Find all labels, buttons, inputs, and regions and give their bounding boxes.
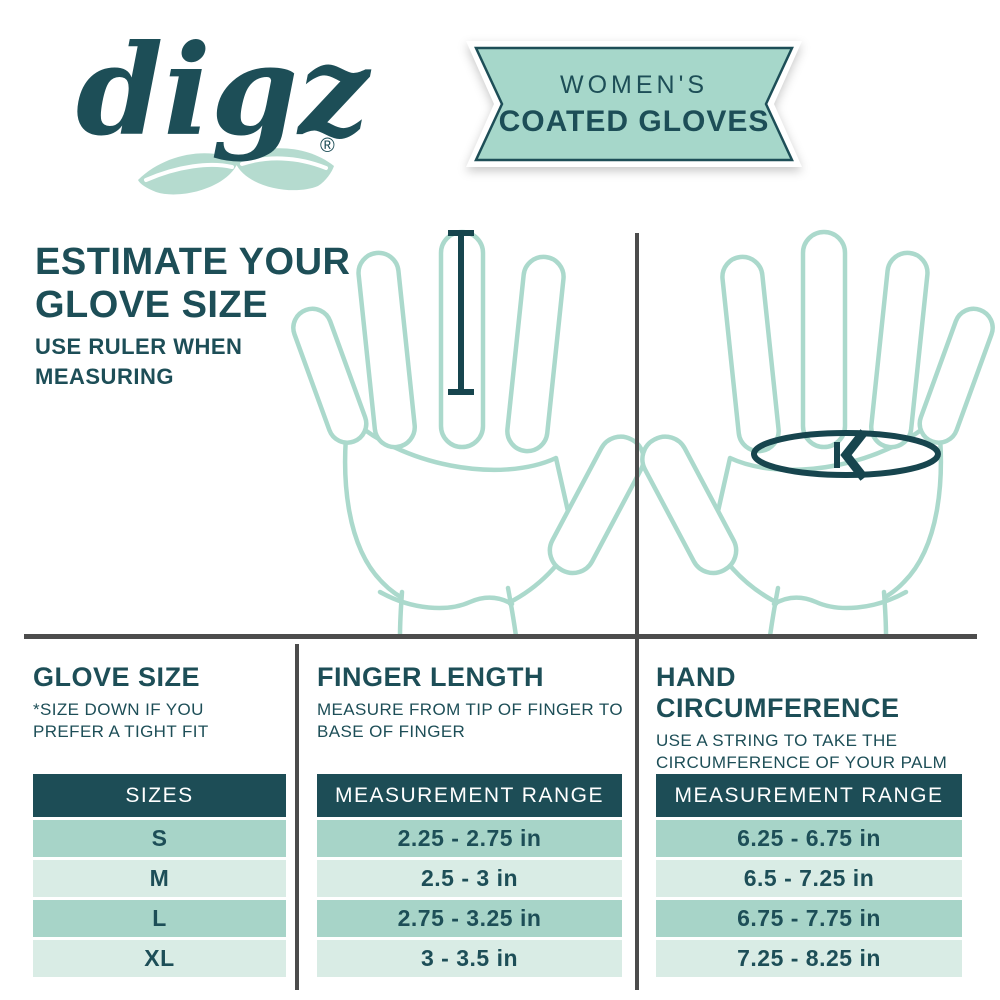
finger-length-table: MEASUREMENT RANGE 2.25 - 2.75 in 2.5 - 3… <box>317 774 622 977</box>
banner-subtitle: WOMEN'S <box>559 71 709 99</box>
sizes-table-header: SIZES <box>33 774 286 817</box>
table-row: 2.5 - 3 in <box>317 860 622 897</box>
section-subtitle: USE RULER WHEN MEASURING <box>35 332 242 391</box>
table-row: S <box>33 820 286 857</box>
column-glove-size: GLOVE SIZE *SIZE DOWN IF YOU PREFER A TI… <box>33 662 291 744</box>
finger-measure-icon <box>448 230 474 395</box>
column-hand-circumference: HAND CIRCUMFERENCE USE A STRING TO TAKE … <box>656 662 972 775</box>
sizes-table: SIZES S M L XL <box>33 774 286 977</box>
left-vertical-divider <box>295 644 299 990</box>
digz-logo: digz ® <box>76 18 372 195</box>
table-row: XL <box>33 940 286 977</box>
finger-length-table-header: MEASUREMENT RANGE <box>317 774 622 817</box>
section-title: ESTIMATE YOUR GLOVE SIZE <box>35 241 350 327</box>
glove-size-heading: GLOVE SIZE <box>33 662 201 692</box>
section-title-line1: ESTIMATE YOUR <box>35 241 351 283</box>
table-row: L <box>33 900 286 937</box>
section-subtitle-line1: USE RULER WHEN <box>35 334 243 359</box>
registered-mark: ® <box>320 135 335 157</box>
finger-length-note-line2: BASE OF FINGER <box>317 722 466 742</box>
leaves-icon <box>138 148 334 195</box>
table-row: 6.25 - 6.75 in <box>656 820 962 857</box>
hand-circumference-note: USE A STRING TO TAKE THE CIRCUMFERENCE O… <box>656 730 972 775</box>
column-finger-length: FINGER LENGTH MEASURE FROM TIP OF FINGER… <box>317 662 631 744</box>
finger-length-note-line1: MEASURE FROM TIP OF FINGER TO <box>317 700 623 719</box>
finger-length-heading: FINGER LENGTH <box>317 662 544 692</box>
table-row: 6.75 - 7.75 in <box>656 900 962 937</box>
center-vertical-divider <box>635 233 639 990</box>
glove-size-note: *SIZE DOWN IF YOU PREFER A TIGHT FIT <box>33 699 291 744</box>
table-row: M <box>33 860 286 897</box>
section-subtitle-line2: MEASURING <box>35 363 174 389</box>
glove-size-note-line2: PREFER A TIGHT FIT <box>33 722 209 742</box>
finger-length-hand-illustration <box>291 229 646 639</box>
table-row: 2.75 - 3.25 in <box>317 900 622 937</box>
table-row: 7.25 - 8.25 in <box>656 940 962 977</box>
finger-length-note: MEASURE FROM TIP OF FINGER TO BASE OF FI… <box>317 699 631 744</box>
circumference-icon <box>751 429 941 481</box>
horizontal-divider <box>24 634 977 639</box>
hand-circumference-table-header: MEASUREMENT RANGE <box>656 774 962 817</box>
hand-circumference-note-line1: USE A STRING TO TAKE THE <box>656 731 898 750</box>
table-row: 6.5 - 7.25 in <box>656 860 962 897</box>
hand-circumference-table: MEASUREMENT RANGE 6.25 - 6.75 in 6.5 - 7… <box>656 774 962 977</box>
hand-circumference-heading: HAND CIRCUMFERENCE <box>656 662 900 723</box>
banner-title: COATED GLOVES <box>498 105 770 138</box>
table-row: 2.25 - 2.75 in <box>317 820 622 857</box>
digz-wordmark: digz <box>76 18 372 164</box>
section-title-line2: GLOVE SIZE <box>35 283 269 326</box>
table-row: 3 - 3.5 in <box>317 940 622 977</box>
glove-size-note-line1: *SIZE DOWN IF YOU <box>33 700 204 719</box>
product-banner: WOMEN'S COATED GLOVES <box>463 38 805 170</box>
banner-ribbon <box>466 41 802 167</box>
hand-circumference-note-line2: CIRCUMFERENCE OF YOUR PALM <box>656 753 948 773</box>
circumference-hand-illustration <box>650 224 966 636</box>
